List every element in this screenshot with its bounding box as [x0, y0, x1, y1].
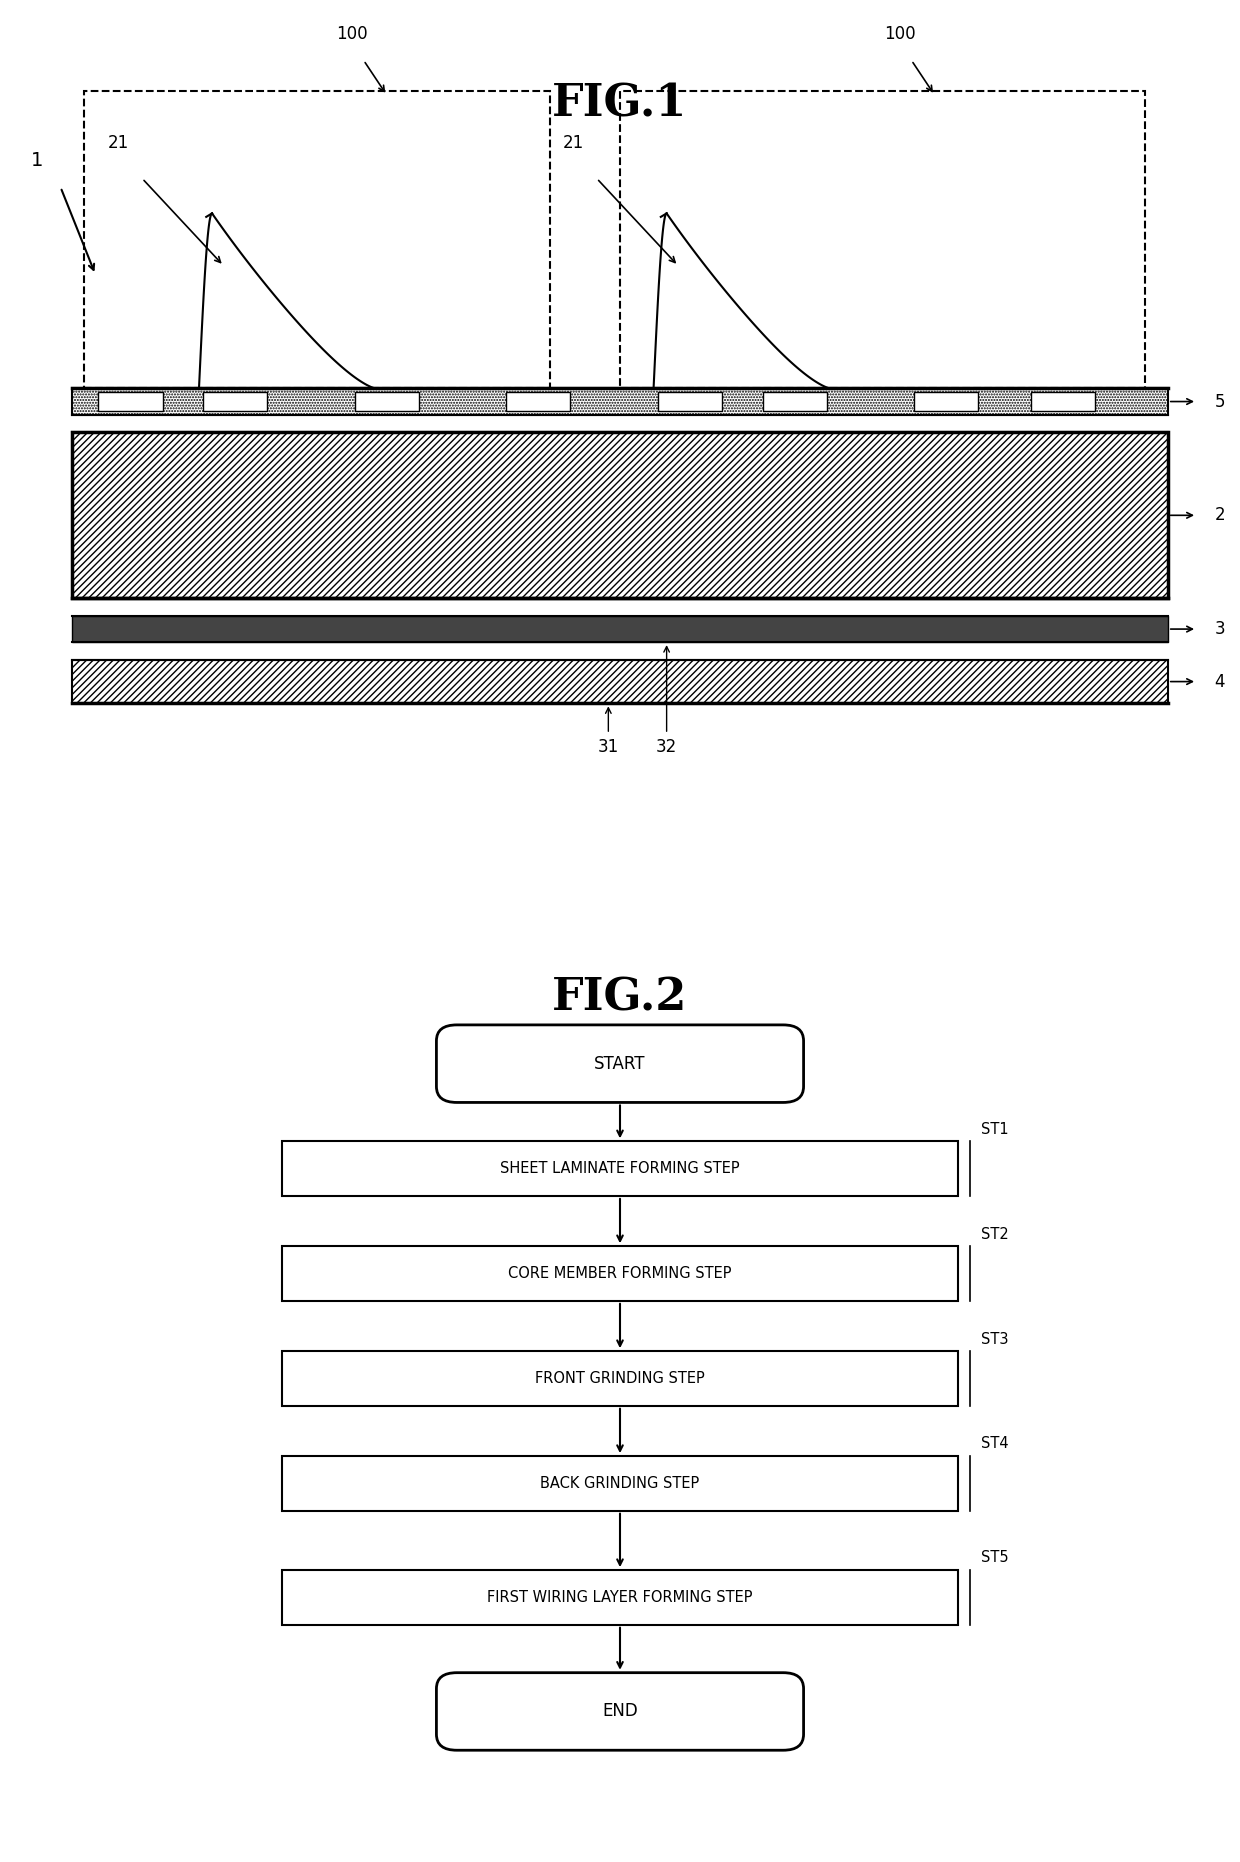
Bar: [72, 432, 1168, 598]
Bar: [914, 393, 978, 412]
FancyBboxPatch shape: [436, 1672, 804, 1750]
Bar: [203, 393, 268, 412]
Bar: [72, 432, 1168, 598]
Text: 32: 32: [656, 739, 677, 756]
Bar: [281, 1141, 959, 1195]
Bar: [72, 659, 1168, 704]
Text: 2: 2: [1214, 506, 1225, 525]
Text: 21: 21: [108, 134, 129, 153]
Text: FRONT GRINDING STEP: FRONT GRINDING STEP: [536, 1370, 704, 1385]
Text: 1: 1: [31, 151, 43, 171]
Text: FIRST WIRING LAYER FORMING STEP: FIRST WIRING LAYER FORMING STEP: [487, 1590, 753, 1605]
Text: 100: 100: [336, 24, 368, 43]
Text: END: END: [603, 1702, 637, 1720]
Text: ST1: ST1: [981, 1121, 1009, 1136]
Bar: [1030, 393, 1095, 412]
FancyBboxPatch shape: [436, 1024, 804, 1102]
Text: 31: 31: [598, 739, 619, 756]
Bar: [506, 393, 570, 412]
Bar: [84, 91, 551, 389]
Text: SHEET LAMINATE FORMING STEP: SHEET LAMINATE FORMING STEP: [500, 1162, 740, 1177]
Text: 21: 21: [563, 134, 584, 153]
Bar: [98, 393, 162, 412]
Bar: [281, 1246, 959, 1302]
Bar: [72, 659, 1168, 704]
Bar: [620, 91, 1145, 389]
Text: ST5: ST5: [981, 1551, 1009, 1566]
Bar: [281, 1570, 959, 1626]
Text: START: START: [594, 1054, 646, 1073]
Text: 3: 3: [1214, 620, 1225, 639]
Bar: [72, 389, 1168, 415]
Bar: [72, 616, 1168, 642]
Text: BACK GRINDING STEP: BACK GRINDING STEP: [541, 1477, 699, 1491]
Text: ST3: ST3: [981, 1331, 1009, 1346]
Text: 100: 100: [884, 24, 915, 43]
Bar: [355, 393, 419, 412]
Bar: [281, 1456, 959, 1510]
Text: 5: 5: [1214, 393, 1225, 410]
Text: FIG.2: FIG.2: [552, 978, 688, 1020]
Bar: [72, 389, 1168, 415]
Text: ST2: ST2: [981, 1227, 1009, 1242]
Bar: [658, 393, 722, 412]
Text: CORE MEMBER FORMING STEP: CORE MEMBER FORMING STEP: [508, 1266, 732, 1281]
Text: 4: 4: [1214, 672, 1225, 691]
Text: ST4: ST4: [981, 1436, 1009, 1452]
Bar: [281, 1352, 959, 1406]
Bar: [763, 393, 827, 412]
Text: FIG.1: FIG.1: [552, 82, 688, 125]
